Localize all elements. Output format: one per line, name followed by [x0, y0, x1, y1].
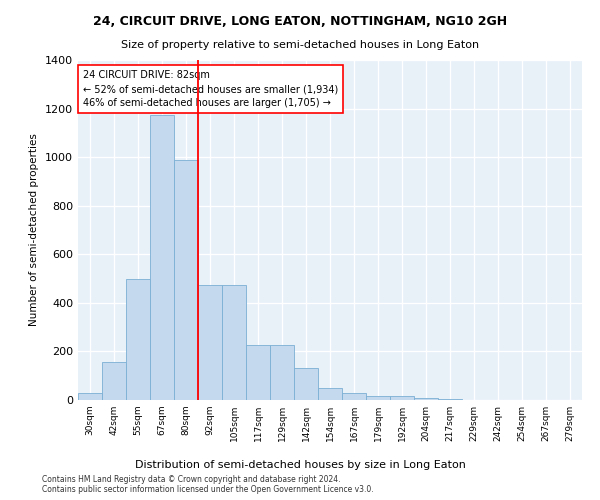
Bar: [150, 114, 174, 400]
Bar: [102, 362, 126, 400]
Text: 24 CIRCUIT DRIVE: 82sqm
← 52% of semi-detached houses are smaller (1,934)
46% of: 24 CIRCUIT DRIVE: 82sqm ← 52% of semi-de…: [83, 70, 338, 108]
Bar: [390, 396, 414, 400]
Bar: [342, 392, 366, 400]
Y-axis label: Number of semi-detached properties: Number of semi-detached properties: [29, 134, 40, 326]
Text: 24, CIRCUIT DRIVE, LONG EATON, NOTTINGHAM, NG10 2GH: 24, CIRCUIT DRIVE, LONG EATON, NOTTINGHA…: [93, 15, 507, 28]
Bar: [246, 346, 270, 400]
Bar: [126, 278, 150, 400]
Text: Contains public sector information licensed under the Open Government Licence v3: Contains public sector information licen…: [42, 486, 374, 494]
Bar: [222, 284, 246, 400]
Bar: [198, 284, 222, 400]
Bar: [438, 399, 462, 400]
Text: Contains HM Land Registry data © Crown copyright and database right 2024.: Contains HM Land Registry data © Crown c…: [42, 476, 341, 484]
Text: Distribution of semi-detached houses by size in Long Eaton: Distribution of semi-detached houses by …: [134, 460, 466, 470]
Bar: [78, 392, 102, 400]
Text: Size of property relative to semi-detached houses in Long Eaton: Size of property relative to semi-detach…: [121, 40, 479, 50]
Bar: [318, 388, 342, 400]
Bar: [174, 160, 198, 400]
Bar: [366, 396, 390, 400]
Bar: [414, 398, 438, 400]
Bar: [270, 346, 294, 400]
Bar: [294, 368, 318, 400]
